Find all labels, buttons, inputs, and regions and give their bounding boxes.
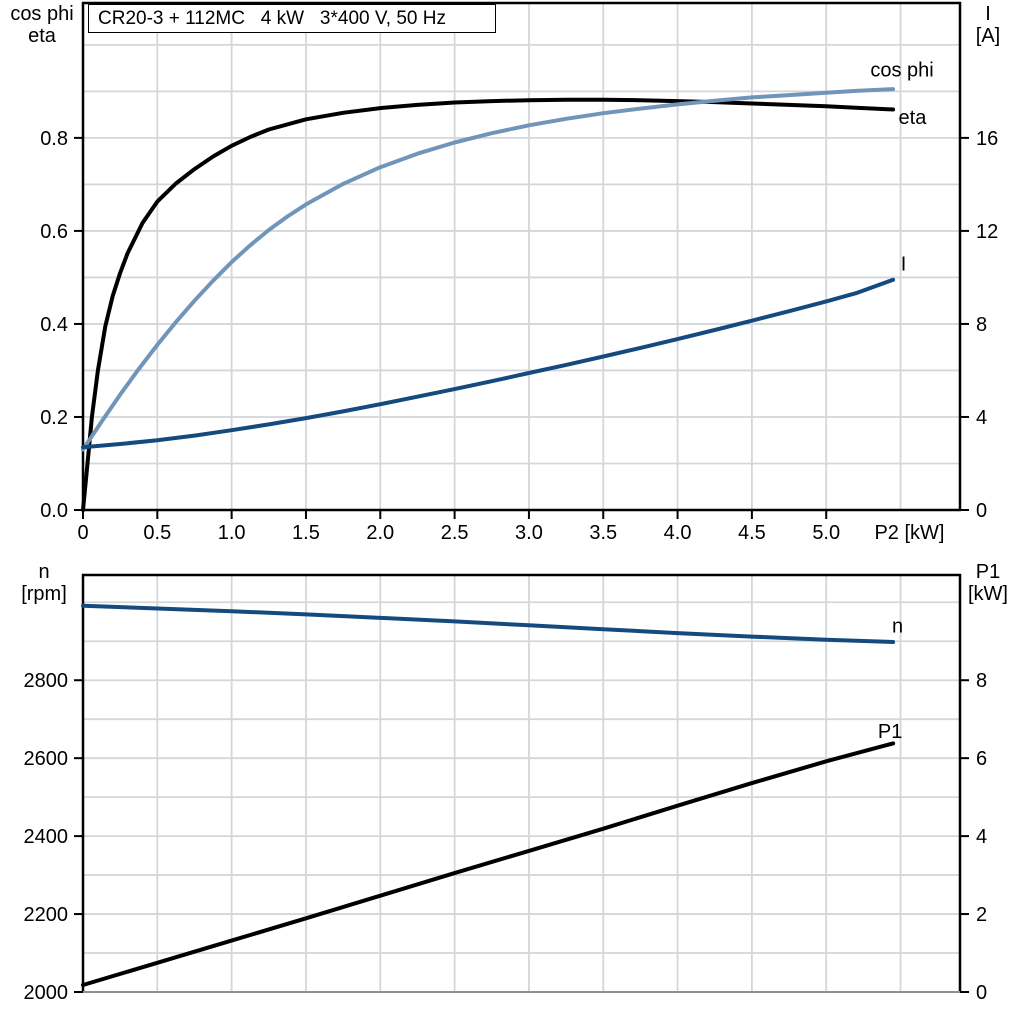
speed-unit-label: [rpm]: [21, 583, 67, 605]
y-left-tick-label: 2600: [24, 748, 69, 770]
current-unit-label: [A]: [975, 25, 1001, 47]
y-right-tick-label: 2: [976, 904, 987, 926]
y-right-tick-label: 8: [976, 670, 987, 692]
x-tick-label: 1.0: [218, 522, 246, 544]
gridlines: [83, 3, 960, 510]
y-left-tick-label: 0.0: [40, 500, 68, 522]
eta-curve-label: eta: [899, 107, 928, 129]
speed-axis-label: n: [38, 561, 50, 583]
y-right-tick-label: 16: [976, 128, 998, 150]
y-left-tick-label: 0.2: [40, 407, 68, 429]
y-right-tick-label: 12: [976, 221, 998, 243]
cos-phi-axis-label: cos phi: [10, 3, 74, 25]
y-right-tick-label: 8: [976, 314, 987, 336]
x-tick-label: 1.5: [292, 522, 320, 544]
input-power-axis-label: P1: [975, 561, 1001, 583]
bottom-right-axis-header: P1 [kW]: [952, 561, 1024, 605]
x-tick-label: 4.0: [664, 522, 692, 544]
y-left-tick-label: 2200: [24, 904, 69, 926]
x-tick-label: 3.5: [589, 522, 617, 544]
top-left-axis-header: cos phi eta: [2, 3, 82, 47]
bottom-left-axis-header: n [rpm]: [6, 561, 82, 605]
y-left-tick-label: 2000: [24, 982, 69, 1004]
cos-phi-curve-label: cos phi: [870, 60, 933, 82]
y-left-tick-label: 2800: [24, 670, 69, 692]
y-right-tick-label: 4: [976, 407, 987, 429]
x-tick-label: 2.0: [366, 522, 394, 544]
cos-phi-curve: [81, 87, 896, 452]
current-curve-label: I: [901, 253, 907, 275]
x-tick-label: 0: [77, 522, 88, 544]
eta-axis-label: eta: [28, 25, 56, 47]
current-axis-label: I: [985, 3, 991, 25]
speed-curve: [81, 603, 896, 644]
input-power-unit-label: [kW]: [968, 583, 1008, 605]
input-power-curve-label: P1: [878, 721, 902, 743]
y-right-tick-label: 4: [976, 826, 987, 848]
eta-curve: [81, 97, 896, 512]
chart-title-box: CR20-3 + 112MC 4 kW 3*400 V, 50 Hz: [88, 4, 496, 33]
x-tick-label: 3.0: [515, 522, 543, 544]
x-tick-label: 0.5: [143, 522, 171, 544]
x-tick-label: 4.5: [738, 522, 766, 544]
y-left-tick-label: 2400: [24, 826, 69, 848]
speed-curve-label: n: [892, 616, 903, 638]
y-right-tick-label: 0: [976, 500, 987, 522]
y-right-tick-label: 0: [976, 982, 987, 1004]
y-right-tick-label: 6: [976, 748, 987, 770]
gridlines: [83, 575, 960, 992]
y-left-tick-label: 0.4: [40, 314, 68, 336]
current-curve: [81, 277, 896, 450]
input-power-curve: [81, 741, 896, 987]
y-left-tick-label: 0.6: [40, 221, 68, 243]
motor-efficiency-chart: 0.0 0.2 0.4 0.6 0.8 0 4 8 12 16 0 0.5 1.0 1.5 2.0 2.5 3.…: [40, 1, 998, 544]
y-left-tick-label: 0.8: [40, 128, 68, 150]
x-tick-label: 2.5: [441, 522, 469, 544]
x-axis-title: P2 [kW]: [874, 522, 944, 544]
x-tick-label: 5.0: [812, 522, 840, 544]
top-right-axis-header: I [A]: [955, 3, 1021, 47]
speed-power-chart: 2000 2200 2400 2600 2800 0 2 4 6 8 n P1: [24, 573, 987, 1004]
